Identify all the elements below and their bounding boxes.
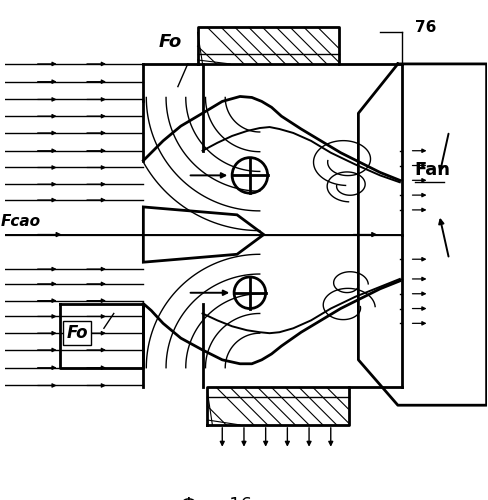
Text: Fan: Fan [415,162,450,180]
Text: Фиг. 16: Фиг. 16 [181,496,252,500]
Text: Fo: Fo [66,324,88,342]
Text: 76: 76 [415,20,436,36]
Text: Fo: Fo [158,33,182,51]
Text: Fcao: Fcao [0,214,41,229]
